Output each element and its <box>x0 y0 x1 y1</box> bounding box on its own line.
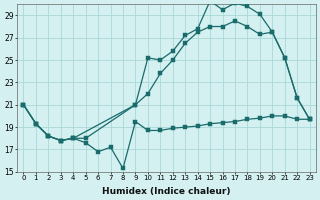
X-axis label: Humidex (Indice chaleur): Humidex (Indice chaleur) <box>102 187 231 196</box>
